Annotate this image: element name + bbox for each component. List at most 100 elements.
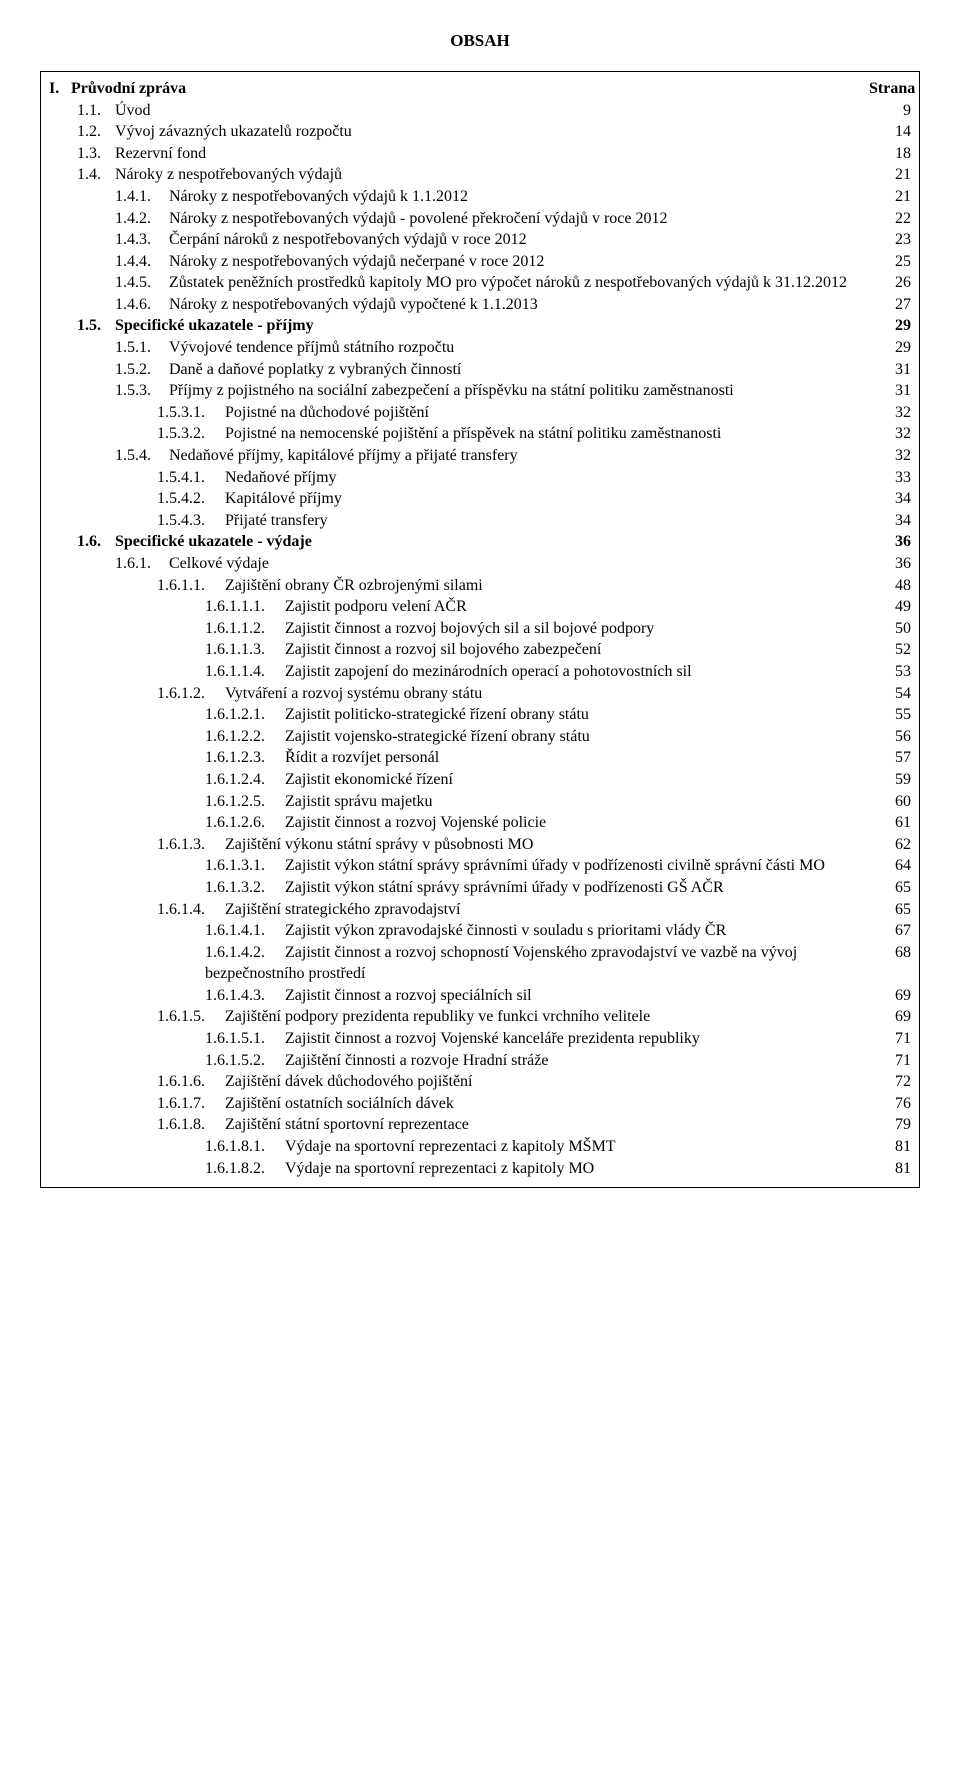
toc-section-number: 1.5.4.1.	[157, 467, 225, 489]
toc-row: 1.5.Specifické ukazatele - příjmy29	[49, 315, 911, 337]
toc-entry: 1.4.2.Nároky z nespotřebovaných výdajů -…	[49, 208, 865, 230]
toc-page-number: 32	[865, 423, 911, 445]
toc-entry: 1.5.3.2.Pojistné na nemocenské pojištění…	[49, 423, 865, 445]
toc-entry: 1.6.1.1.2.Zajistit činnost a rozvoj bojo…	[49, 618, 865, 640]
toc-entry: I.Průvodní zpráva	[49, 78, 865, 100]
toc-page-number: 81	[865, 1136, 911, 1158]
toc-section-number: 1.6.1.1.3.	[205, 639, 285, 661]
toc-entry: 1.6.1.6.Zajištění dávek důchodového poji…	[49, 1071, 865, 1093]
toc-row: 1.6.1.Celkové výdaje36	[49, 553, 911, 575]
toc-row: I.Průvodní zprávaStrana	[49, 78, 911, 100]
toc-entry: 1.5.4.Nedaňové příjmy, kapitálové příjmy…	[49, 445, 865, 467]
toc-section-number: 1.5.4.3.	[157, 510, 225, 532]
toc-row: 1.6.1.8.Zajištění státní sportovní repre…	[49, 1114, 911, 1136]
toc-page-number: 57	[865, 747, 911, 769]
toc-entry: 1.6.1.3.2.Zajistit výkon státní správy s…	[49, 877, 865, 899]
toc-label-text: Zajistit ekonomické řízení	[285, 771, 453, 788]
toc-entry: 1.4.Nároky z nespotřebovaných výdajů	[49, 164, 865, 186]
toc-row: 1.6.Specifické ukazatele - výdaje36	[49, 531, 911, 553]
toc-section-number: 1.5.3.1.	[157, 402, 225, 424]
toc-row: 1.6.1.8.2.Výdaje na sportovní reprezenta…	[49, 1158, 911, 1180]
page-title: OBSAH	[40, 30, 920, 53]
toc-page-number: 65	[865, 899, 911, 921]
toc-label-text: Vývoj závazných ukazatelů rozpočtu	[115, 123, 352, 140]
toc-page-number: 71	[865, 1028, 911, 1050]
toc-entry: 1.6.1.5.2.Zajištění činnosti a rozvoje H…	[49, 1050, 865, 1072]
toc-label-text: Zajistit výkon zpravodajské činnosti v s…	[285, 922, 726, 939]
toc-row: 1.6.1.7.Zajištění ostatních sociálních d…	[49, 1093, 911, 1115]
toc-row: 1.5.4.1.Nedaňové příjmy33	[49, 467, 911, 489]
toc-page-number: 31	[865, 359, 911, 381]
toc-section-number: 1.4.5.	[115, 272, 169, 294]
toc-entry: 1.6.Specifické ukazatele - výdaje	[49, 531, 865, 553]
toc-page-number: 23	[865, 229, 911, 251]
toc-label-text: Rezervní fond	[115, 145, 206, 162]
toc-label-text: Pojistné na důchodové pojištění	[225, 404, 429, 421]
toc-row: 1.4.Nároky z nespotřebovaných výdajů21	[49, 164, 911, 186]
toc-section-number: 1.3.	[77, 143, 115, 165]
toc-section-number: 1.4.1.	[115, 186, 169, 208]
toc-entry: 1.6.1.5.Zajištění podpory prezidenta rep…	[49, 1006, 865, 1028]
toc-entry: 1.6.1.3.Zajištění výkonu státní správy v…	[49, 834, 865, 856]
toc-entry: 1.6.1.7.Zajištění ostatních sociálních d…	[49, 1093, 865, 1115]
toc-section-number: 1.6.1.4.	[157, 899, 225, 921]
toc-section-number: 1.6.1.8.	[157, 1114, 225, 1136]
toc-row: 1.6.1.2.1.Zajistit politicko-strategické…	[49, 704, 911, 726]
toc-entry: 1.5.4.2.Kapitálové příjmy	[49, 488, 865, 510]
toc-row: 1.6.1.2.5.Zajistit správu majetku60	[49, 791, 911, 813]
toc-row: 1.6.1.5.Zajištění podpory prezidenta rep…	[49, 1006, 911, 1028]
toc-section-number: 1.6.1.1.4.	[205, 661, 285, 683]
toc-label-text: Nároky z nespotřebovaných výdajů - povol…	[169, 210, 668, 227]
toc-section-number: 1.6.1.1.1.	[205, 596, 285, 618]
toc-page-number: 72	[865, 1071, 911, 1093]
toc-entry: 1.4.6.Nároky z nespotřebovaných výdajů v…	[49, 294, 865, 316]
toc-page-number: 49	[865, 596, 911, 618]
toc-page-number: 48	[865, 575, 911, 597]
toc-section-number: 1.4.3.	[115, 229, 169, 251]
toc-entry: 1.6.1.4.Zajištění strategického zpravoda…	[49, 899, 865, 921]
toc-entry: 1.6.1.2.Vytváření a rozvoj systému obran…	[49, 683, 865, 705]
toc-label-text: Zajištění výkonu státní správy v působno…	[225, 836, 533, 853]
toc-row: 1.6.1.6.Zajištění dávek důchodového poji…	[49, 1071, 911, 1093]
toc-page-number: 68	[865, 942, 911, 964]
toc-row: 1.5.3.Příjmy z pojistného na sociální za…	[49, 380, 911, 402]
toc-entry: 1.6.1.4.3.Zajistit činnost a rozvoj spec…	[49, 985, 865, 1007]
toc-section-number: 1.6.1.4.1.	[205, 920, 285, 942]
toc-section-number: 1.6.1.2.4.	[205, 769, 285, 791]
toc-label-text: Průvodní zpráva	[71, 80, 186, 97]
toc-entry: 1.6.1.3.1.Zajistit výkon státní správy s…	[49, 855, 865, 877]
toc-entry: 1.6.1.8.1.Výdaje na sportovní reprezenta…	[49, 1136, 865, 1158]
toc-label-text: Daně a daňové poplatky z vybraných činno…	[169, 361, 461, 378]
toc-label-text: Zajistit činnost a rozvoj speciálních si…	[285, 987, 532, 1004]
toc-page-number: 9	[865, 100, 911, 122]
toc-section-number: 1.1.	[77, 100, 115, 122]
toc-page-number: 25	[865, 251, 911, 273]
toc-page-number: 59	[865, 769, 911, 791]
toc-label-text: Nároky z nespotřebovaných výdajů k 1.1.2…	[169, 188, 468, 205]
toc-entry: 1.1.Úvod	[49, 100, 865, 122]
toc-entry: 1.6.1.5.1.Zajistit činnost a rozvoj Voje…	[49, 1028, 865, 1050]
toc-entry: 1.6.1.2.2.Zajistit vojensko-strategické …	[49, 726, 865, 748]
toc-page-number: 32	[865, 402, 911, 424]
toc-page-number: 36	[865, 553, 911, 575]
toc-label-text: Zajistit činnost a rozvoj schopností Voj…	[205, 944, 797, 983]
toc-label-text: Zajistit činnost a rozvoj Vojenské kance…	[285, 1030, 700, 1047]
toc-entry: 1.6.1.1.1.Zajistit podporu velení AČR	[49, 596, 865, 618]
toc-entry: 1.4.3.Čerpání nároků z nespotřebovaných …	[49, 229, 865, 251]
toc-row: 1.6.1.8.1.Výdaje na sportovní reprezenta…	[49, 1136, 911, 1158]
toc-label-text: Příjmy z pojistného na sociální zabezpeč…	[169, 382, 734, 399]
toc-row: 1.6.1.2.2.Zajistit vojensko-strategické …	[49, 726, 911, 748]
toc-entry: 1.5.4.3.Přijaté transfery	[49, 510, 865, 532]
toc-page-number: 69	[865, 1006, 911, 1028]
toc-container: I.Průvodní zprávaStrana1.1.Úvod9 1.2.Vývo…	[40, 71, 920, 1188]
toc-section-number: 1.2.	[77, 121, 115, 143]
toc-entry: 1.6.1.2.1.Zajistit politicko-strategické…	[49, 704, 865, 726]
toc-label-text: Výdaje na sportovní reprezentaci z kapit…	[285, 1138, 616, 1155]
toc-page-number: 26	[865, 272, 911, 294]
toc-section-number: 1.5.4.	[115, 445, 169, 467]
toc-entry: 1.5.2.Daně a daňové poplatky z vybraných…	[49, 359, 865, 381]
toc-page-number: 81	[865, 1158, 911, 1180]
toc-entry: 1.6.1.1.4.Zajistit zapojení do mezinárod…	[49, 661, 865, 683]
toc-label-text: Čerpání nároků z nespotřebovaných výdajů…	[169, 231, 527, 248]
toc-page-number: 53	[865, 661, 911, 683]
